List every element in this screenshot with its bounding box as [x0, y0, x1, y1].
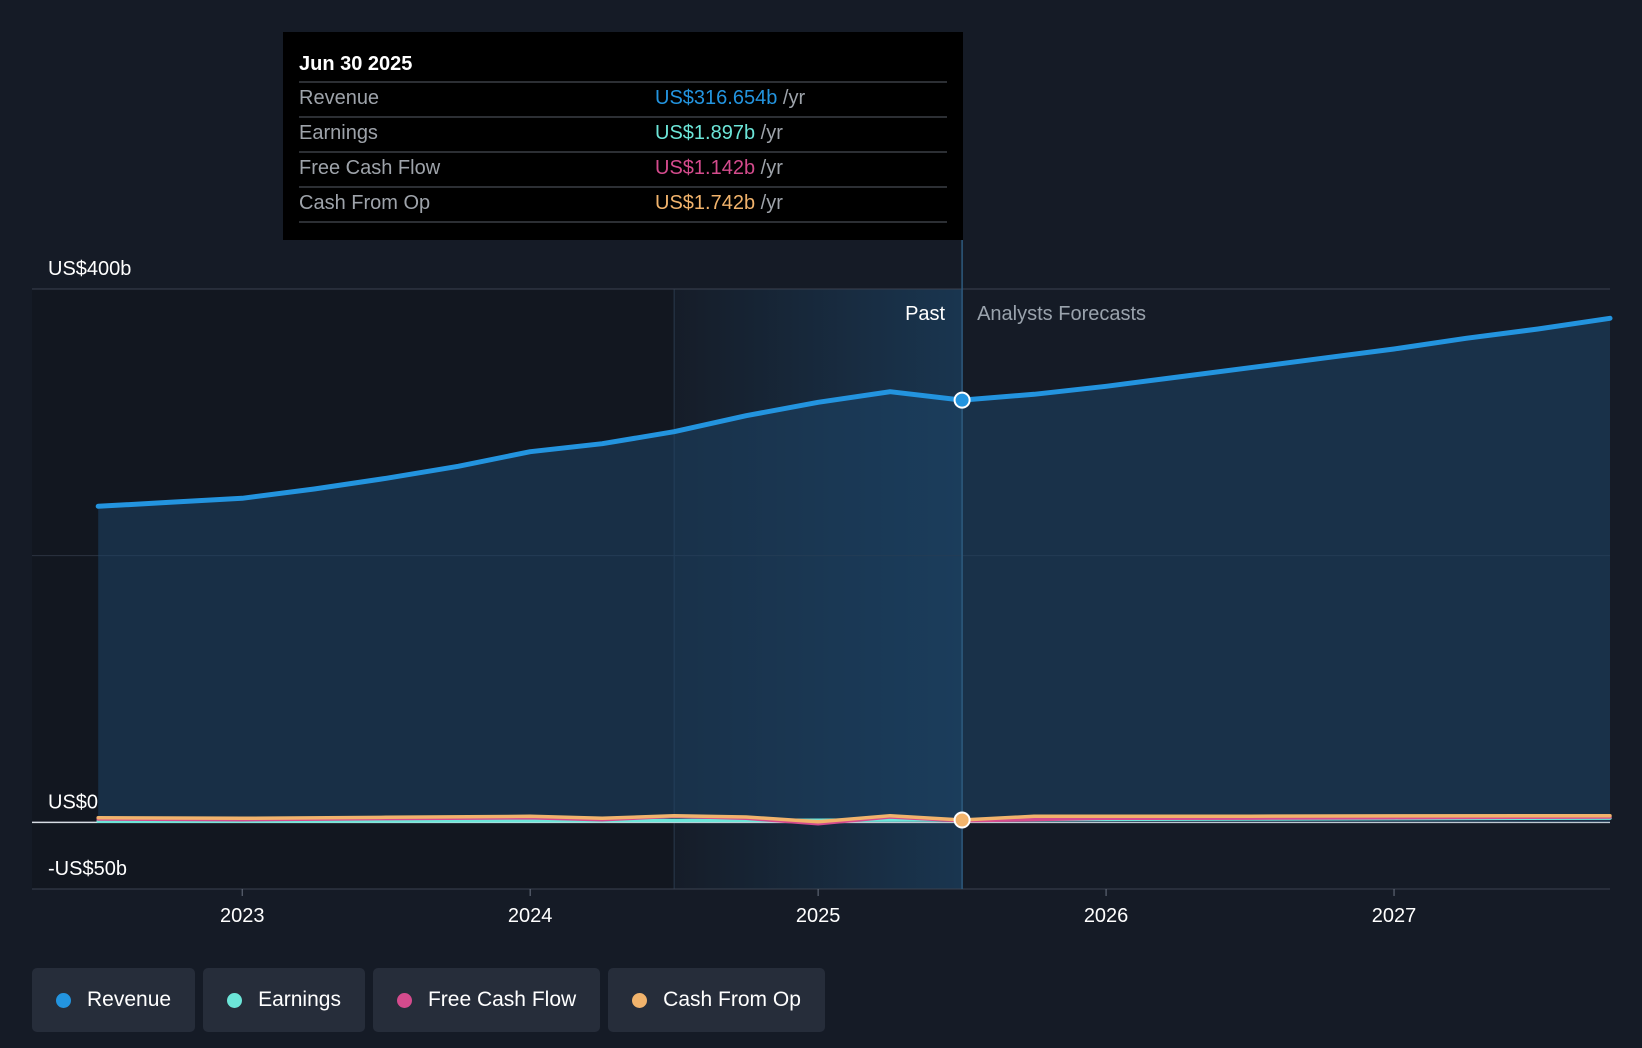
legend-item-free-cash-flow[interactable]: Free Cash Flow [372, 968, 601, 1032]
x-tick-label: 2023 [220, 905, 265, 927]
tooltip-row-value: US$1.142b /yr [655, 157, 783, 179]
legend-label: Earnings [258, 988, 341, 1011]
revenue-marker[interactable] [953, 391, 971, 409]
cash-from-op-line [96, 813, 1612, 824]
y-tick-label: -US$50b [48, 858, 127, 880]
legend-label: Free Cash Flow [427, 988, 577, 1011]
legend-item-cash-from-op[interactable]: Cash From Op [608, 968, 825, 1032]
x-tick-label: 2026 [1084, 905, 1129, 927]
tooltip-row-value: US$316.654b /yr [655, 87, 805, 109]
legend-dot-icon [632, 992, 648, 1008]
y-tick-label: US$0 [48, 791, 98, 813]
x-tick-label: 2025 [796, 905, 841, 927]
tooltip-row-label: Revenue [299, 87, 379, 109]
y-tick-label: US$400b [48, 258, 131, 280]
legend-dot-icon [396, 992, 412, 1008]
cash-from-op-marker[interactable] [953, 811, 971, 829]
legend-dot-icon [227, 992, 243, 1008]
legend-item-revenue[interactable]: Revenue [32, 968, 196, 1032]
legend-item-earnings[interactable]: Earnings [203, 968, 365, 1032]
forecast-label: Analysts Forecasts [977, 303, 1146, 325]
tooltip-row-value: US$1.897b /yr [655, 122, 783, 144]
x-tick-label: 2024 [508, 905, 553, 927]
tooltip-row-value: US$1.742b /yr [655, 192, 783, 214]
tooltip-row-label: Free Cash Flow [299, 157, 441, 179]
tooltip-row-label: Cash From Op [299, 192, 430, 214]
x-tick-label: 2027 [1372, 905, 1417, 927]
past-label: Past [905, 303, 945, 325]
legend-label: Revenue [87, 988, 172, 1011]
legend: Revenue Earnings Free Cash Flow Cash Fro… [32, 968, 825, 1032]
revenue-area [98, 318, 1611, 823]
legend-label: Cash From Op [663, 988, 801, 1011]
tooltip-row-label: Earnings [299, 122, 378, 144]
legend-dot-icon [56, 992, 71, 1008]
tooltip-date: Jun 30 2025 [299, 53, 412, 75]
revenue-line [95, 315, 1613, 509]
tooltip-box [283, 32, 963, 240]
